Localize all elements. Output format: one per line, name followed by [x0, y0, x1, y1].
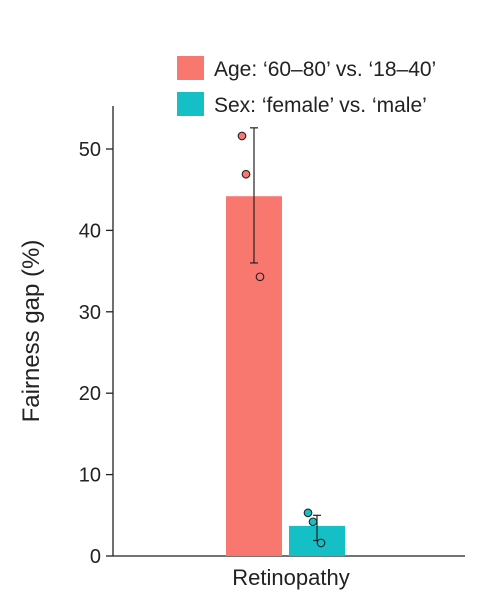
error-bars: [250, 127, 321, 542]
y-tick-label: 10: [79, 465, 101, 487]
data-point: [237, 131, 247, 141]
data-point: [308, 517, 318, 527]
x-category-label: Retinopathy: [232, 565, 349, 590]
data-point: [241, 169, 251, 179]
y-tick-label: 30: [79, 302, 101, 324]
legend-swatch-age: [177, 56, 204, 80]
bars: [226, 196, 345, 556]
data-point: [316, 538, 326, 548]
y-tick-label: 40: [79, 220, 101, 242]
legend-label-age: Age: ‘60–80’ vs. ‘18–40’: [214, 58, 436, 81]
legend-swatch-sex: [177, 92, 204, 116]
data-points: [237, 131, 326, 548]
legend-label-sex: Sex: ‘female’ vs. ‘male’: [214, 94, 427, 117]
data-point: [303, 508, 313, 518]
y-tick-label: 20: [79, 383, 101, 405]
y-axis-ticks: 0 10 20 30 40 50: [79, 139, 113, 568]
y-tick-label: 50: [79, 139, 101, 161]
data-point: [255, 272, 265, 282]
y-tick-label: 0: [90, 546, 101, 568]
y-axis-title: Fairness gap (%): [18, 240, 45, 423]
legend: Age: ‘60–80’ vs. ‘18–40’ Sex: ‘female’ v…: [177, 56, 436, 117]
